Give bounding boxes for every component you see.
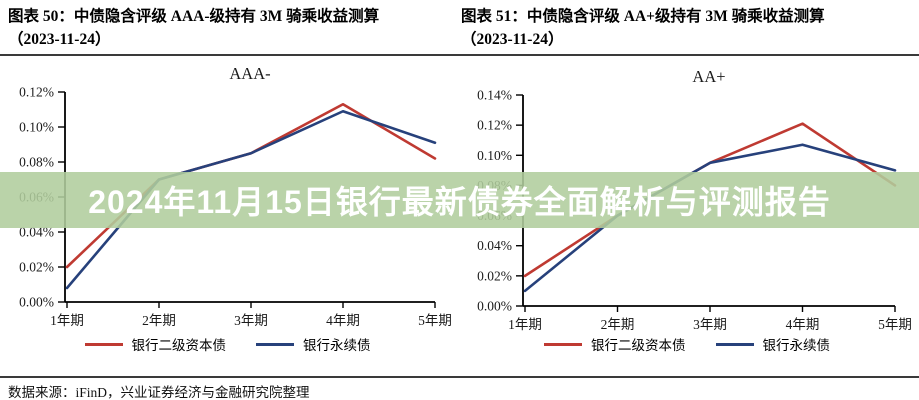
- legend-label: 银行二级资本债: [131, 338, 227, 353]
- y-tick-label: 0.04%: [19, 225, 54, 240]
- y-tick-label: 0.10%: [477, 148, 512, 163]
- y-tick-label: 0.00%: [19, 295, 54, 310]
- figure-caption-right-line1: 图表 51：中债隐含评级 AA+级持有 3M 骑乘收益测算: [461, 8, 825, 25]
- legend-label: 银行永续债: [303, 338, 371, 353]
- y-tick-label: 0.02%: [477, 268, 512, 283]
- y-tick-label: 0.12%: [19, 85, 54, 100]
- legend-item: 银行永续债: [715, 334, 831, 354]
- legend-swatch: [256, 342, 294, 346]
- figure-caption-right: 图表 51：中债隐含评级 AA+级持有 3M 骑乘收益测算 （2023-11-2…: [461, 5, 913, 52]
- chart-aaa-minus-legend: 银行二级资本债 银行永续债: [0, 334, 455, 354]
- y-tick-label: 0.12%: [477, 118, 512, 133]
- y-tick-label: 0.00%: [477, 299, 512, 314]
- legend-swatch: [84, 342, 123, 346]
- x-tick-label: 4年期: [326, 313, 360, 328]
- x-tick-label: 5年期: [418, 313, 452, 328]
- figure-caption-left: 图表 50：中债隐含评级 AAA-级持有 3M 骑乘收益测算 （2023-11-…: [8, 5, 450, 52]
- x-tick-label: 4年期: [786, 317, 820, 332]
- legend-swatch: [544, 342, 582, 346]
- legend-item: 银行二级资本债: [84, 334, 227, 354]
- figure-caption-right-line2: （2023-11-24）: [461, 31, 564, 49]
- x-tick-label: 3年期: [234, 313, 268, 328]
- y-tick-label: 0.08%: [19, 155, 54, 170]
- overlay-banner: 2024年11月15日银行最新债券全面解析与评测报告: [0, 172, 919, 228]
- chart-title: AA+: [692, 67, 725, 86]
- x-tick-label: 3年期: [693, 317, 727, 332]
- legend-item: 银行永续债: [256, 334, 371, 354]
- chart-aa-plus-plot: AA+0.00%0.02%0.04%0.06%0.08%0.10%0.12%0.…: [477, 67, 912, 332]
- x-tick-label: 1年期: [50, 313, 84, 328]
- x-tick-label: 5年期: [878, 317, 912, 332]
- legend-label: 银行永续债: [762, 338, 831, 353]
- overlay-banner-title: 2024年11月15日银行最新债券全面解析与评测报告: [88, 184, 831, 220]
- caption-divider-rule: [0, 54, 919, 56]
- data-source-note: 数据来源：iFinD，兴业证券经济与金融研究院整理: [8, 385, 310, 400]
- legend-label: 银行二级资本债: [591, 338, 686, 353]
- chart-aa-plus-legend: 银行二级资本债 银行永续债: [455, 334, 919, 354]
- chart-title: AAA-: [229, 64, 270, 83]
- series-line-1: [523, 143, 897, 293]
- x-tick-label: 2年期: [142, 313, 176, 328]
- y-tick-label: 0.04%: [477, 238, 512, 253]
- chart-aa-plus: AA+0.00%0.02%0.04%0.06%0.08%0.10%0.12%0.…: [455, 60, 919, 354]
- x-tick-label: 2年期: [601, 317, 635, 332]
- footer-divider-rule: [0, 376, 919, 378]
- y-tick-label: 0.14%: [477, 88, 512, 103]
- y-tick-label: 0.10%: [19, 120, 54, 135]
- y-tick-label: 0.02%: [19, 260, 54, 275]
- legend-item: 银行二级资本债: [544, 334, 686, 354]
- x-tick-label: 1年期: [508, 317, 542, 332]
- figure-caption-left-line2: （2023-11-24）: [8, 31, 111, 49]
- legend-swatch: [715, 342, 754, 346]
- figure-caption-left-line1: 图表 50：中债隐含评级 AAA-级持有 3M 骑乘收益测算: [8, 8, 380, 25]
